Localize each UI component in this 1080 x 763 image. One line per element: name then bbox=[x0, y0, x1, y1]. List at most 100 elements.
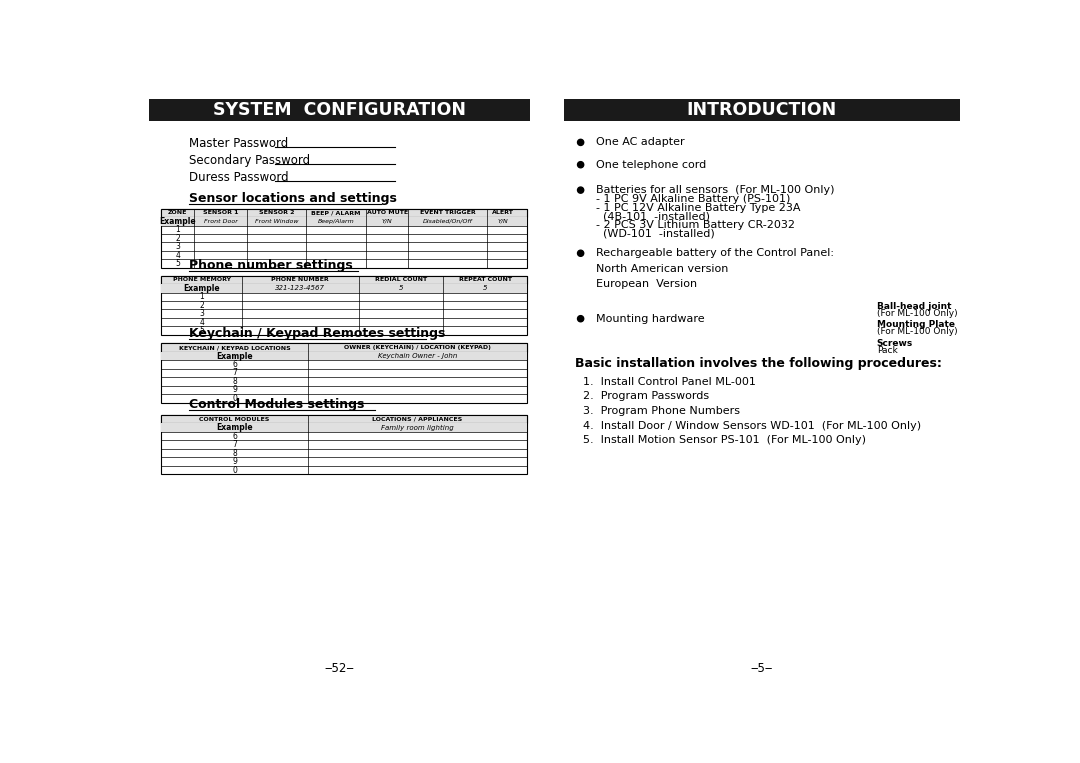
Text: Y/N: Y/N bbox=[498, 219, 509, 224]
Text: North American version: North American version bbox=[596, 264, 729, 274]
Bar bbox=[161, 343, 527, 352]
Text: Beep/Alarm: Beep/Alarm bbox=[318, 219, 354, 224]
Text: (For ML-100 Only): (For ML-100 Only) bbox=[877, 309, 957, 318]
Text: Master Password: Master Password bbox=[189, 137, 288, 150]
Text: 7: 7 bbox=[232, 440, 237, 449]
Text: - 1 PC 12V Alkaline Battery Type 23A: - 1 PC 12V Alkaline Battery Type 23A bbox=[596, 203, 800, 213]
Bar bbox=[161, 415, 527, 475]
Circle shape bbox=[578, 316, 583, 322]
Text: ZONE: ZONE bbox=[168, 211, 188, 215]
Text: Mounting hardware: Mounting hardware bbox=[596, 314, 705, 324]
Text: Screws: Screws bbox=[877, 339, 913, 348]
Text: 4: 4 bbox=[175, 251, 180, 259]
Text: (WD-101  -installed): (WD-101 -installed) bbox=[596, 228, 715, 238]
Text: ‒52‒: ‒52‒ bbox=[325, 662, 354, 674]
Circle shape bbox=[578, 250, 583, 256]
Bar bbox=[161, 343, 527, 352]
Bar bbox=[161, 415, 527, 423]
Text: LOCATIONS / APPLIANCES: LOCATIONS / APPLIANCES bbox=[373, 417, 462, 422]
Text: Front Door: Front Door bbox=[204, 219, 238, 224]
Circle shape bbox=[578, 140, 583, 146]
Text: REDIAL COUNT: REDIAL COUNT bbox=[375, 277, 427, 282]
Text: European  Version: European Version bbox=[596, 279, 698, 289]
Text: Y/N: Y/N bbox=[382, 219, 392, 224]
Text: 3.  Program Phone Numbers: 3. Program Phone Numbers bbox=[583, 406, 740, 416]
Bar bbox=[161, 275, 527, 284]
Text: SENSOR 2: SENSOR 2 bbox=[259, 211, 295, 215]
Text: INTRODUCTION: INTRODUCTION bbox=[687, 101, 837, 119]
Text: Disabled/On/Off: Disabled/On/Off bbox=[422, 219, 473, 224]
Text: 8: 8 bbox=[232, 449, 237, 458]
Text: EVENT TRIGGER: EVENT TRIGGER bbox=[420, 211, 475, 215]
Text: Keychain / Keypad Remotes settings: Keychain / Keypad Remotes settings bbox=[189, 327, 446, 340]
Text: 5: 5 bbox=[483, 285, 487, 291]
Text: 4.  Install Door / Window Sensors WD-101  (For ML-100 Only): 4. Install Door / Window Sensors WD-101 … bbox=[583, 420, 921, 431]
Text: 1.  Install Control Panel ML-001: 1. Install Control Panel ML-001 bbox=[583, 377, 756, 387]
Text: - 2 PCS 3V Lithium Battery CR-2032: - 2 PCS 3V Lithium Battery CR-2032 bbox=[596, 220, 795, 230]
Bar bbox=[161, 208, 527, 268]
Text: KEYCHAIN / KEYPAD LOCATIONS: KEYCHAIN / KEYPAD LOCATIONS bbox=[178, 345, 291, 350]
Text: Basic installation involves the following procedures:: Basic installation involves the followin… bbox=[576, 357, 942, 370]
Text: 0: 0 bbox=[232, 465, 237, 475]
Text: Pack: Pack bbox=[877, 346, 897, 355]
Text: PHONE MEMORY: PHONE MEMORY bbox=[173, 277, 231, 282]
Text: (For ML-100 Only): (For ML-100 Only) bbox=[877, 327, 957, 336]
Bar bbox=[161, 208, 527, 217]
Text: Batteries for all sensors  (For ML-100 Only): Batteries for all sensors (For ML-100 On… bbox=[596, 185, 835, 195]
Text: SENSOR 1: SENSOR 1 bbox=[203, 211, 239, 215]
Text: SYSTEM  CONFIGURATION: SYSTEM CONFIGURATION bbox=[213, 101, 467, 119]
Text: Secondary Password: Secondary Password bbox=[189, 153, 310, 166]
Bar bbox=[161, 284, 527, 292]
Text: REPEAT COUNT: REPEAT COUNT bbox=[459, 277, 512, 282]
Text: Control Modules settings: Control Modules settings bbox=[189, 398, 365, 411]
Text: One AC adapter: One AC adapter bbox=[596, 137, 685, 147]
Text: - 1 PC 9V Alkaline Battery (PS-101): - 1 PC 9V Alkaline Battery (PS-101) bbox=[596, 195, 791, 204]
Text: 1: 1 bbox=[199, 292, 204, 301]
Text: 7: 7 bbox=[232, 369, 237, 378]
Text: Example: Example bbox=[216, 352, 253, 361]
Text: Mounting Plate: Mounting Plate bbox=[877, 320, 955, 329]
Bar bbox=[161, 217, 527, 226]
Bar bbox=[149, 99, 530, 121]
Text: 5: 5 bbox=[399, 285, 403, 291]
Text: Front Window: Front Window bbox=[255, 219, 298, 224]
Text: AUTO MUTE: AUTO MUTE bbox=[367, 211, 408, 215]
Text: Sensor locations and settings: Sensor locations and settings bbox=[189, 192, 397, 205]
Bar bbox=[161, 275, 527, 284]
Text: Example: Example bbox=[184, 284, 220, 293]
Text: OWNER (KEYCHAIN) / LOCATION (KEYPAD): OWNER (KEYCHAIN) / LOCATION (KEYPAD) bbox=[343, 345, 490, 350]
Text: 6: 6 bbox=[232, 432, 237, 441]
Text: 9: 9 bbox=[232, 457, 237, 466]
Bar bbox=[161, 415, 527, 423]
Text: 9: 9 bbox=[232, 385, 237, 394]
Circle shape bbox=[578, 162, 583, 168]
Text: BEEP / ALARM: BEEP / ALARM bbox=[311, 211, 361, 215]
Text: 0: 0 bbox=[232, 394, 237, 403]
Text: Phone number settings: Phone number settings bbox=[189, 259, 353, 272]
Text: Keychain Owner - John: Keychain Owner - John bbox=[378, 353, 457, 359]
Text: ‒5‒: ‒5‒ bbox=[751, 662, 773, 674]
Text: 2: 2 bbox=[175, 233, 180, 243]
Text: 8: 8 bbox=[232, 377, 237, 386]
Text: 2.  Program Passwords: 2. Program Passwords bbox=[583, 391, 710, 401]
Text: 321-123-4567: 321-123-4567 bbox=[275, 285, 325, 291]
Text: 2: 2 bbox=[199, 301, 204, 310]
Bar bbox=[161, 275, 527, 335]
Text: 1: 1 bbox=[175, 225, 180, 234]
Text: Example: Example bbox=[216, 423, 253, 432]
Text: 3: 3 bbox=[199, 309, 204, 318]
Text: PHONE NUMBER: PHONE NUMBER bbox=[271, 277, 329, 282]
Text: CONTROL MODULES: CONTROL MODULES bbox=[200, 417, 270, 422]
Text: Rechargeable battery of the Control Panel:: Rechargeable battery of the Control Pane… bbox=[596, 248, 834, 258]
Circle shape bbox=[578, 187, 583, 193]
Text: 5: 5 bbox=[199, 326, 204, 335]
Text: Duress Password: Duress Password bbox=[189, 170, 288, 184]
Bar bbox=[161, 352, 527, 360]
Text: 4: 4 bbox=[199, 317, 204, 327]
Bar bbox=[161, 208, 527, 217]
Text: Family room lighting: Family room lighting bbox=[381, 425, 454, 431]
Text: 5.  Install Motion Sensor PS-101  (For ML-100 Only): 5. Install Motion Sensor PS-101 (For ML-… bbox=[583, 436, 866, 446]
Text: Example: Example bbox=[160, 217, 197, 226]
Text: 5: 5 bbox=[175, 259, 180, 268]
Text: 3: 3 bbox=[175, 242, 180, 251]
